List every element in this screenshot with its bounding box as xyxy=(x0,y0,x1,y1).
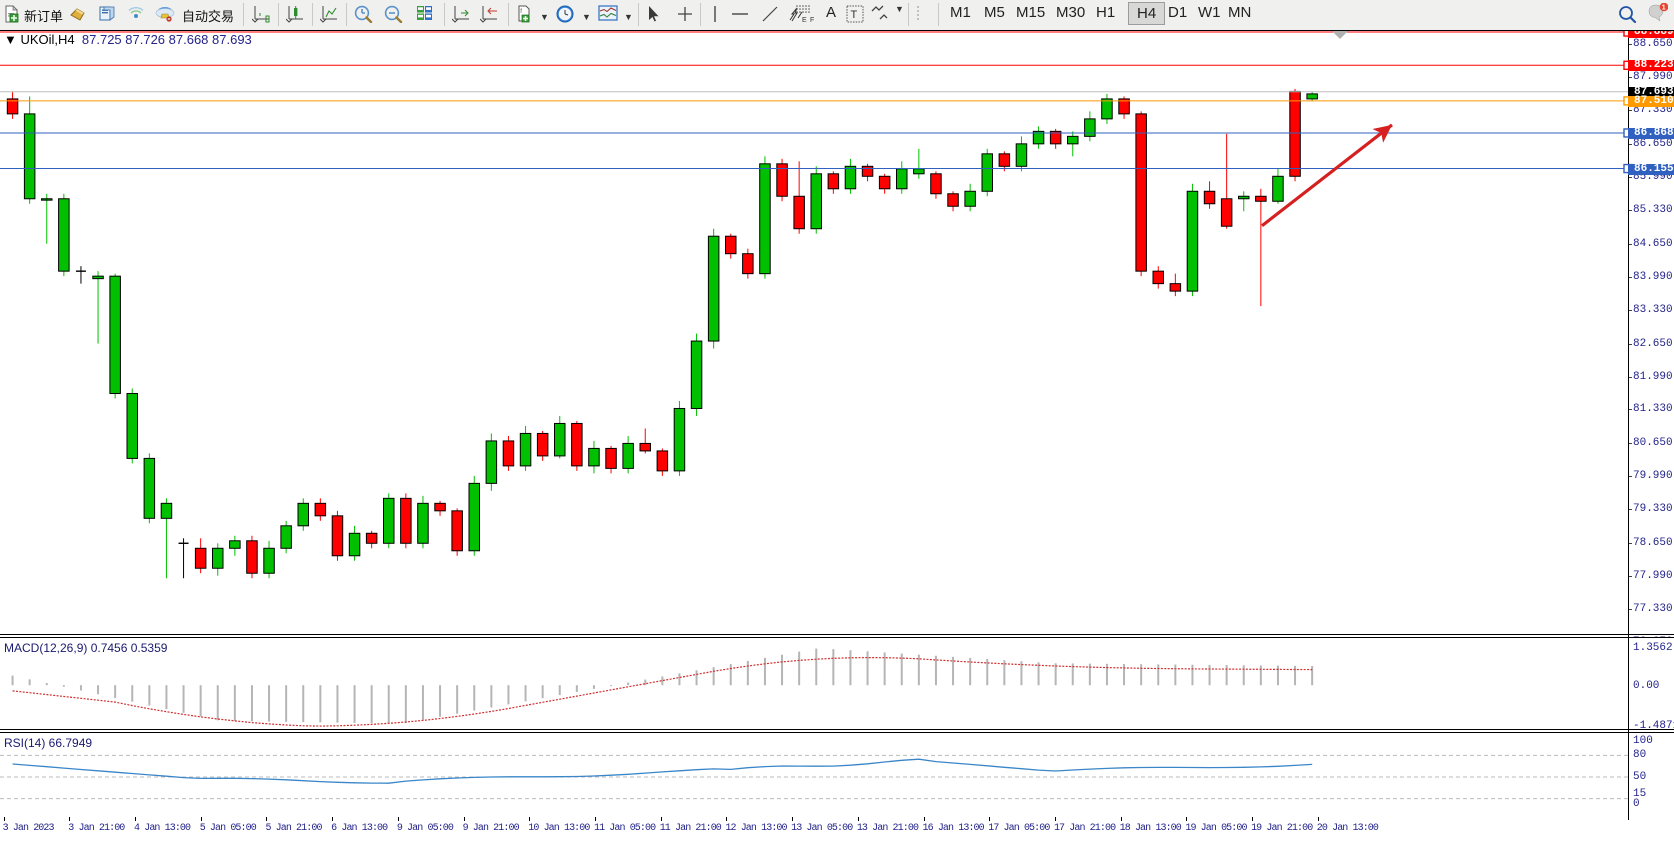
svg-text:T: T xyxy=(851,9,858,21)
svg-text:F: F xyxy=(810,17,814,23)
svg-text:1: 1 xyxy=(1662,5,1666,12)
